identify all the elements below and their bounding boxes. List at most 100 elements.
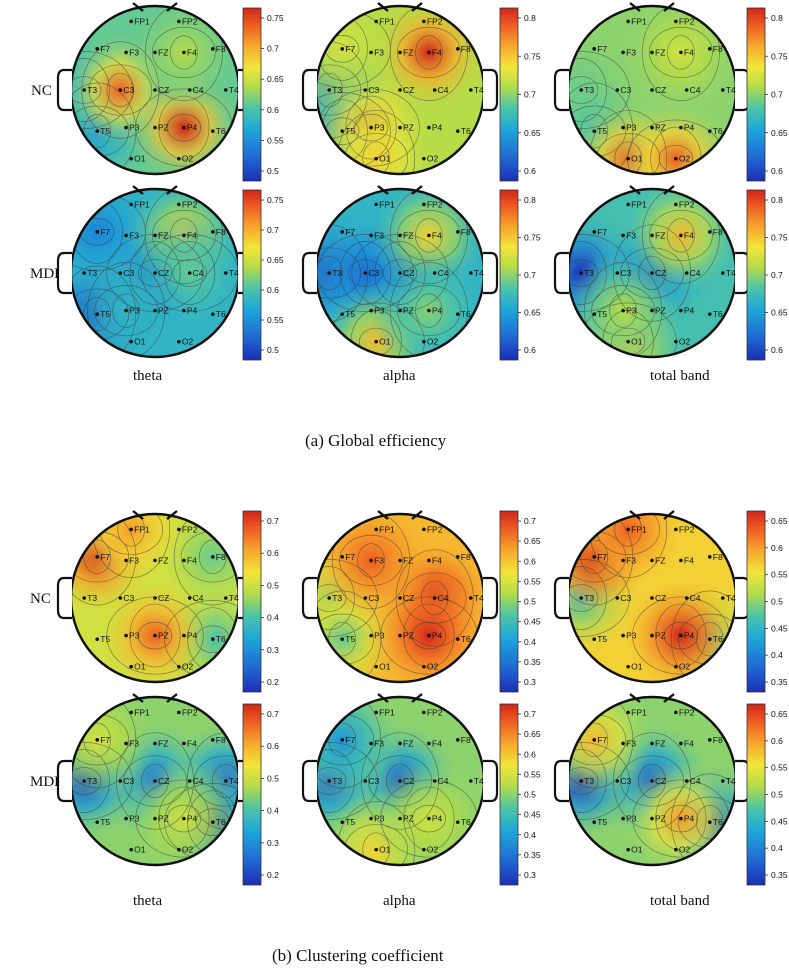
electrode-p4: P4	[187, 814, 198, 824]
electrode-f3: F3	[374, 230, 384, 240]
right-ear	[483, 68, 499, 112]
electrode-dot	[182, 50, 186, 55]
electrode-cz: CZ	[655, 85, 666, 95]
electrode-fp2: FP2	[427, 16, 443, 26]
electrode-t3: T3	[332, 776, 342, 786]
electrode-dot	[398, 50, 402, 55]
colorbar-gradient	[499, 703, 519, 886]
colorbar-tick-label: 0.55	[524, 576, 541, 586]
contour-line	[144, 6, 223, 102]
electrode-c3: C3	[368, 268, 379, 278]
contour-line	[696, 805, 724, 840]
electrode-t6: T6	[461, 126, 471, 136]
contour-line	[81, 41, 160, 139]
electrode-dot	[468, 779, 473, 783]
colorbar-gradient	[242, 510, 262, 693]
electrode-dot	[650, 633, 654, 638]
electrode-o2: O2	[427, 845, 439, 855]
electrode-t3: T3	[584, 268, 594, 278]
topomap-mdd-alpha: FP1 FP2 F7 F3 FZ F4 F8 T3 C3 CZ C4 T4 T5 P3 PZ P4 T6 O1 O2	[301, 693, 499, 867]
electrode-f8: F8	[461, 227, 471, 237]
colorbar-tick-label: 0.35	[524, 850, 541, 860]
contour-line	[613, 732, 691, 830]
electrode-o1: O1	[631, 662, 643, 672]
electrode-t6: T6	[216, 126, 226, 136]
electrode-t5: T5	[100, 309, 110, 319]
electrode-dot	[720, 779, 725, 783]
electrode-dot	[650, 125, 654, 130]
electrode-pz: PZ	[655, 631, 666, 641]
electrode-dot	[720, 271, 725, 275]
electrode-cz: CZ	[655, 268, 666, 278]
contour-line	[568, 566, 607, 630]
contour-line	[655, 603, 707, 668]
electrode-dot	[82, 271, 87, 275]
contour-line	[328, 722, 356, 757]
electrode-p3: P3	[374, 631, 385, 641]
electrode-c3: C3	[620, 593, 631, 603]
electrode-f3: F3	[129, 230, 139, 240]
electrode-p3: P3	[374, 814, 385, 824]
contour-line	[568, 697, 634, 789]
row-label-nc: NC	[31, 83, 52, 99]
right-ear	[483, 576, 499, 620]
contour-line	[397, 285, 461, 337]
electrode-dot	[210, 738, 215, 742]
electrode-dot	[369, 558, 373, 563]
electrode-dot	[129, 339, 133, 344]
electrode-t6: T6	[713, 309, 723, 319]
contour-line	[71, 742, 133, 820]
electrode-o1: O1	[134, 154, 146, 164]
electrode-t4: T4	[229, 776, 239, 786]
colorbar: 0.8 0.75 0.7 0.65 0.6	[746, 189, 788, 361]
electrode-dot	[153, 596, 157, 600]
electrode-dot	[592, 230, 597, 234]
electrode-dot	[707, 312, 712, 316]
electrode-t3: T3	[584, 593, 594, 603]
electrode-dot	[374, 710, 378, 715]
electrode-c3: C3	[123, 593, 134, 603]
electrode-p3: P3	[626, 814, 637, 824]
electrode-c4: C4	[193, 593, 204, 603]
topomap-nc-alpha: FP1 FP2 F7 F3 FZ F4 F8 T3 C3 CZ C4 T4 T5 P3 PZ P4 T6 O1 O2	[301, 2, 499, 176]
electrode-pz: PZ	[403, 631, 414, 641]
electrode-o1: O1	[134, 662, 146, 672]
contour-line	[166, 113, 202, 142]
electrode-t6: T6	[216, 817, 226, 827]
electrode-o2: O2	[679, 845, 691, 855]
electrode-t6: T6	[461, 634, 471, 644]
electrode-p4: P4	[684, 306, 695, 316]
electrode-dot	[650, 741, 654, 746]
electrode-dot	[187, 596, 192, 600]
electrode-cz: CZ	[158, 593, 169, 603]
electrode-o1: O1	[379, 845, 391, 855]
contour-line	[641, 6, 720, 102]
electrode-dot	[363, 779, 368, 783]
electrode-dot	[615, 271, 620, 275]
electrode-dot	[650, 596, 654, 600]
electrode-fz: FZ	[655, 230, 665, 240]
electrode-f4: F4	[684, 230, 694, 240]
electrode-dot	[363, 596, 368, 600]
electrode-c3: C3	[368, 593, 379, 603]
colorbar-tick-label: 0.5	[267, 166, 279, 176]
electrode-dot	[327, 596, 332, 600]
contour-line	[193, 755, 239, 807]
electrode-p4: P4	[187, 306, 198, 316]
colorbar-tick-label: 0.7	[771, 90, 783, 100]
electrode-o1: O1	[631, 154, 643, 164]
colorbar-tick-label: 0.6	[524, 749, 536, 759]
electrode-dot	[422, 202, 426, 207]
electrode-f4: F4	[187, 47, 197, 57]
electrode-dot	[177, 847, 181, 852]
electrode-o2: O2	[679, 154, 691, 164]
electrode-p3: P3	[626, 123, 637, 133]
electrode-dot	[398, 633, 402, 638]
electrode-dot	[369, 816, 373, 821]
electrode-dot	[592, 820, 597, 824]
contour-line	[614, 141, 642, 174]
nose-marks	[377, 510, 423, 520]
electrode-f4: F4	[432, 230, 442, 240]
electrode-c4: C4	[193, 85, 204, 95]
row-label-nc: NC	[30, 591, 51, 607]
